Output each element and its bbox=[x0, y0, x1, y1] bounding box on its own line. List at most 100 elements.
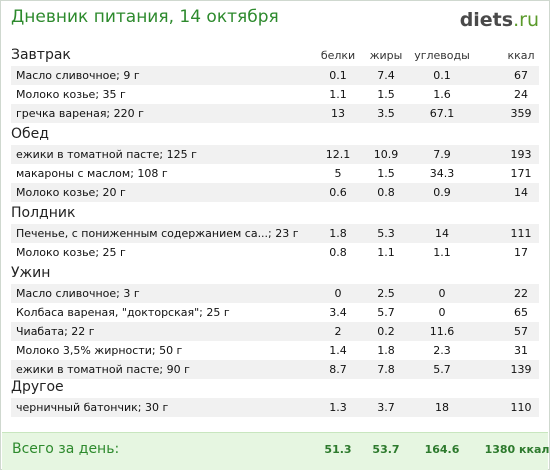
food-carbs: 0.9 bbox=[433, 186, 451, 199]
food-carbs: 67.1 bbox=[429, 107, 455, 120]
food-protein: 0.6 bbox=[329, 186, 347, 199]
food-protein: 0.8 bbox=[329, 246, 347, 259]
food-protein: 1.8 bbox=[329, 227, 347, 240]
food-row[interactable]: макароны с маслом; 108 г 5 1.5 34.3 171 bbox=[11, 164, 539, 183]
food-row[interactable]: Молоко козье; 35 г 1.1 1.5 1.6 24 bbox=[11, 85, 539, 104]
food-row[interactable]: ежики в томатной пасте; 125 г 12.1 10.9 7.9… bbox=[11, 145, 539, 164]
food-kcal: 57 bbox=[514, 325, 528, 338]
food-protein: 0 bbox=[334, 287, 342, 300]
total-fat: 53.7 bbox=[372, 443, 400, 456]
section-title: Ужин bbox=[11, 265, 51, 281]
food-carbs: 0 bbox=[438, 287, 446, 300]
food-protein: 2 bbox=[334, 325, 342, 338]
section-title: Другое bbox=[11, 379, 64, 395]
brand-logo[interactable]: diets.ru bbox=[460, 9, 539, 31]
food-fat: 1.5 bbox=[377, 88, 395, 101]
food-name: Масло сливочное; 3 г bbox=[16, 287, 140, 300]
food-kcal: 24 bbox=[514, 88, 528, 101]
food-fat: 2.5 bbox=[377, 287, 395, 300]
food-name: ежики в томатной пасте; 90 г bbox=[16, 363, 190, 376]
food-name: Чиабата; 22 г bbox=[16, 325, 95, 338]
food-carbs: 14 bbox=[435, 227, 449, 240]
food-kcal: 67 bbox=[514, 69, 528, 82]
food-kcal: 139 bbox=[510, 363, 532, 376]
food-kcal: 22 bbox=[514, 287, 528, 300]
food-row[interactable]: ежики в томатной пасте; 90 г 8.7 7.8 5.7 139 bbox=[11, 360, 539, 379]
food-carbs: 34.3 bbox=[429, 167, 455, 180]
food-kcal: 65 bbox=[514, 306, 528, 319]
food-carbs: 18 bbox=[435, 401, 449, 414]
food-name: Молоко козье; 35 г bbox=[16, 88, 126, 101]
food-kcal: 110 bbox=[510, 401, 532, 414]
food-name: Колбаса вареная, "докторская"; 25 г bbox=[16, 306, 230, 319]
total-protein: 51.3 bbox=[324, 443, 352, 456]
food-protein: 8.7 bbox=[329, 363, 347, 376]
food-row[interactable]: Масло сливочное; 9 г 0.1 7.4 0.1 67 bbox=[11, 66, 539, 85]
food-fat: 1.5 bbox=[377, 167, 395, 180]
food-protein: 13 bbox=[331, 107, 345, 120]
total-label: Всего за день: bbox=[12, 441, 120, 457]
food-carbs: 1.1 bbox=[433, 246, 451, 259]
food-fat: 5.3 bbox=[377, 227, 395, 240]
col-protein: белки bbox=[320, 49, 356, 62]
food-protein: 12.1 bbox=[325, 148, 351, 161]
food-carbs: 5.7 bbox=[433, 363, 451, 376]
col-fat: жиры bbox=[369, 49, 403, 62]
food-row[interactable]: Масло сливочное; 3 г 0 2.5 0 22 bbox=[11, 284, 539, 303]
food-protein: 3.4 bbox=[329, 306, 347, 319]
brand-tld: .ru bbox=[513, 9, 539, 31]
total-carbs: 164.6 bbox=[424, 443, 460, 456]
food-name: макароны с маслом; 108 г bbox=[16, 167, 168, 180]
day-total: Всего за день: 51.3 53.7 164.6 1380 ккал bbox=[2, 432, 549, 470]
food-fat: 7.4 bbox=[377, 69, 395, 82]
food-fat: 3.5 bbox=[377, 107, 395, 120]
food-name: Печенье, с пониженным содержанием са...;… bbox=[16, 227, 299, 240]
food-fat: 1.1 bbox=[377, 246, 395, 259]
food-row[interactable]: Колбаса вареная, "докторская"; 25 г 3.4 5.… bbox=[11, 303, 539, 322]
col-kcal: ккал bbox=[507, 49, 535, 62]
food-name: ежики в томатной пасте; 125 г bbox=[16, 148, 197, 161]
food-kcal: 111 bbox=[510, 227, 532, 240]
food-protein: 1.1 bbox=[329, 88, 347, 101]
header: Дневник питания, 14 октября diets.ru bbox=[11, 7, 539, 35]
food-carbs: 1.6 bbox=[433, 88, 451, 101]
food-name: гречка вареная; 220 г bbox=[16, 107, 144, 120]
food-fat: 0.8 bbox=[377, 186, 395, 199]
food-fat: 10.9 bbox=[373, 148, 399, 161]
food-carbs: 2.3 bbox=[433, 344, 451, 357]
food-name: Масло сливочное; 9 г bbox=[16, 69, 140, 82]
brand-main: diets bbox=[459, 9, 514, 31]
section-title: Обед bbox=[11, 126, 49, 142]
food-row[interactable]: Молоко козье; 20 г 0.6 0.8 0.9 14 bbox=[11, 183, 539, 202]
food-name: Молоко козье; 25 г bbox=[16, 246, 126, 259]
food-protein: 1.3 bbox=[329, 401, 347, 414]
food-name: Молоко козье; 20 г bbox=[16, 186, 126, 199]
food-protein: 5 bbox=[334, 167, 342, 180]
food-fat: 7.8 bbox=[377, 363, 395, 376]
food-row[interactable]: Молоко 3,5% жирности; 50 г 1.4 1.8 2.3 31 bbox=[11, 341, 539, 360]
food-name: Молоко 3,5% жирности; 50 г bbox=[16, 344, 183, 357]
food-protein: 1.4 bbox=[329, 344, 347, 357]
food-carbs: 0.1 bbox=[433, 69, 451, 82]
food-carbs: 7.9 bbox=[433, 148, 451, 161]
food-carbs: 0 bbox=[438, 306, 446, 319]
food-fat: 5.7 bbox=[377, 306, 395, 319]
food-fat: 1.8 bbox=[377, 344, 395, 357]
food-row[interactable]: Молоко козье; 25 г 0.8 1.1 1.1 17 bbox=[11, 243, 539, 262]
food-fat: 3.7 bbox=[377, 401, 395, 414]
food-fat: 0.2 bbox=[377, 325, 395, 338]
food-row[interactable]: Чиабата; 22 г 2 0.2 11.6 57 bbox=[11, 322, 539, 341]
food-kcal: 359 bbox=[510, 107, 532, 120]
food-row[interactable]: черничный батончик; 30 г 1.3 3.7 18 110 bbox=[11, 398, 539, 417]
food-kcal: 171 bbox=[510, 167, 532, 180]
section-title: Полдник bbox=[11, 205, 76, 221]
food-name: черничный батончик; 30 г bbox=[16, 401, 169, 414]
page-title: Дневник питания, 14 октября bbox=[11, 7, 279, 27]
food-kcal: 31 bbox=[514, 344, 528, 357]
food-row[interactable]: Печенье, с пониженным содержанием са...;… bbox=[11, 224, 539, 243]
food-protein: 0.1 bbox=[329, 69, 347, 82]
food-kcal: 193 bbox=[510, 148, 532, 161]
food-row[interactable]: гречка вареная; 220 г 13 3.5 67.1 359 bbox=[11, 104, 539, 123]
food-kcal: 14 bbox=[514, 186, 528, 199]
